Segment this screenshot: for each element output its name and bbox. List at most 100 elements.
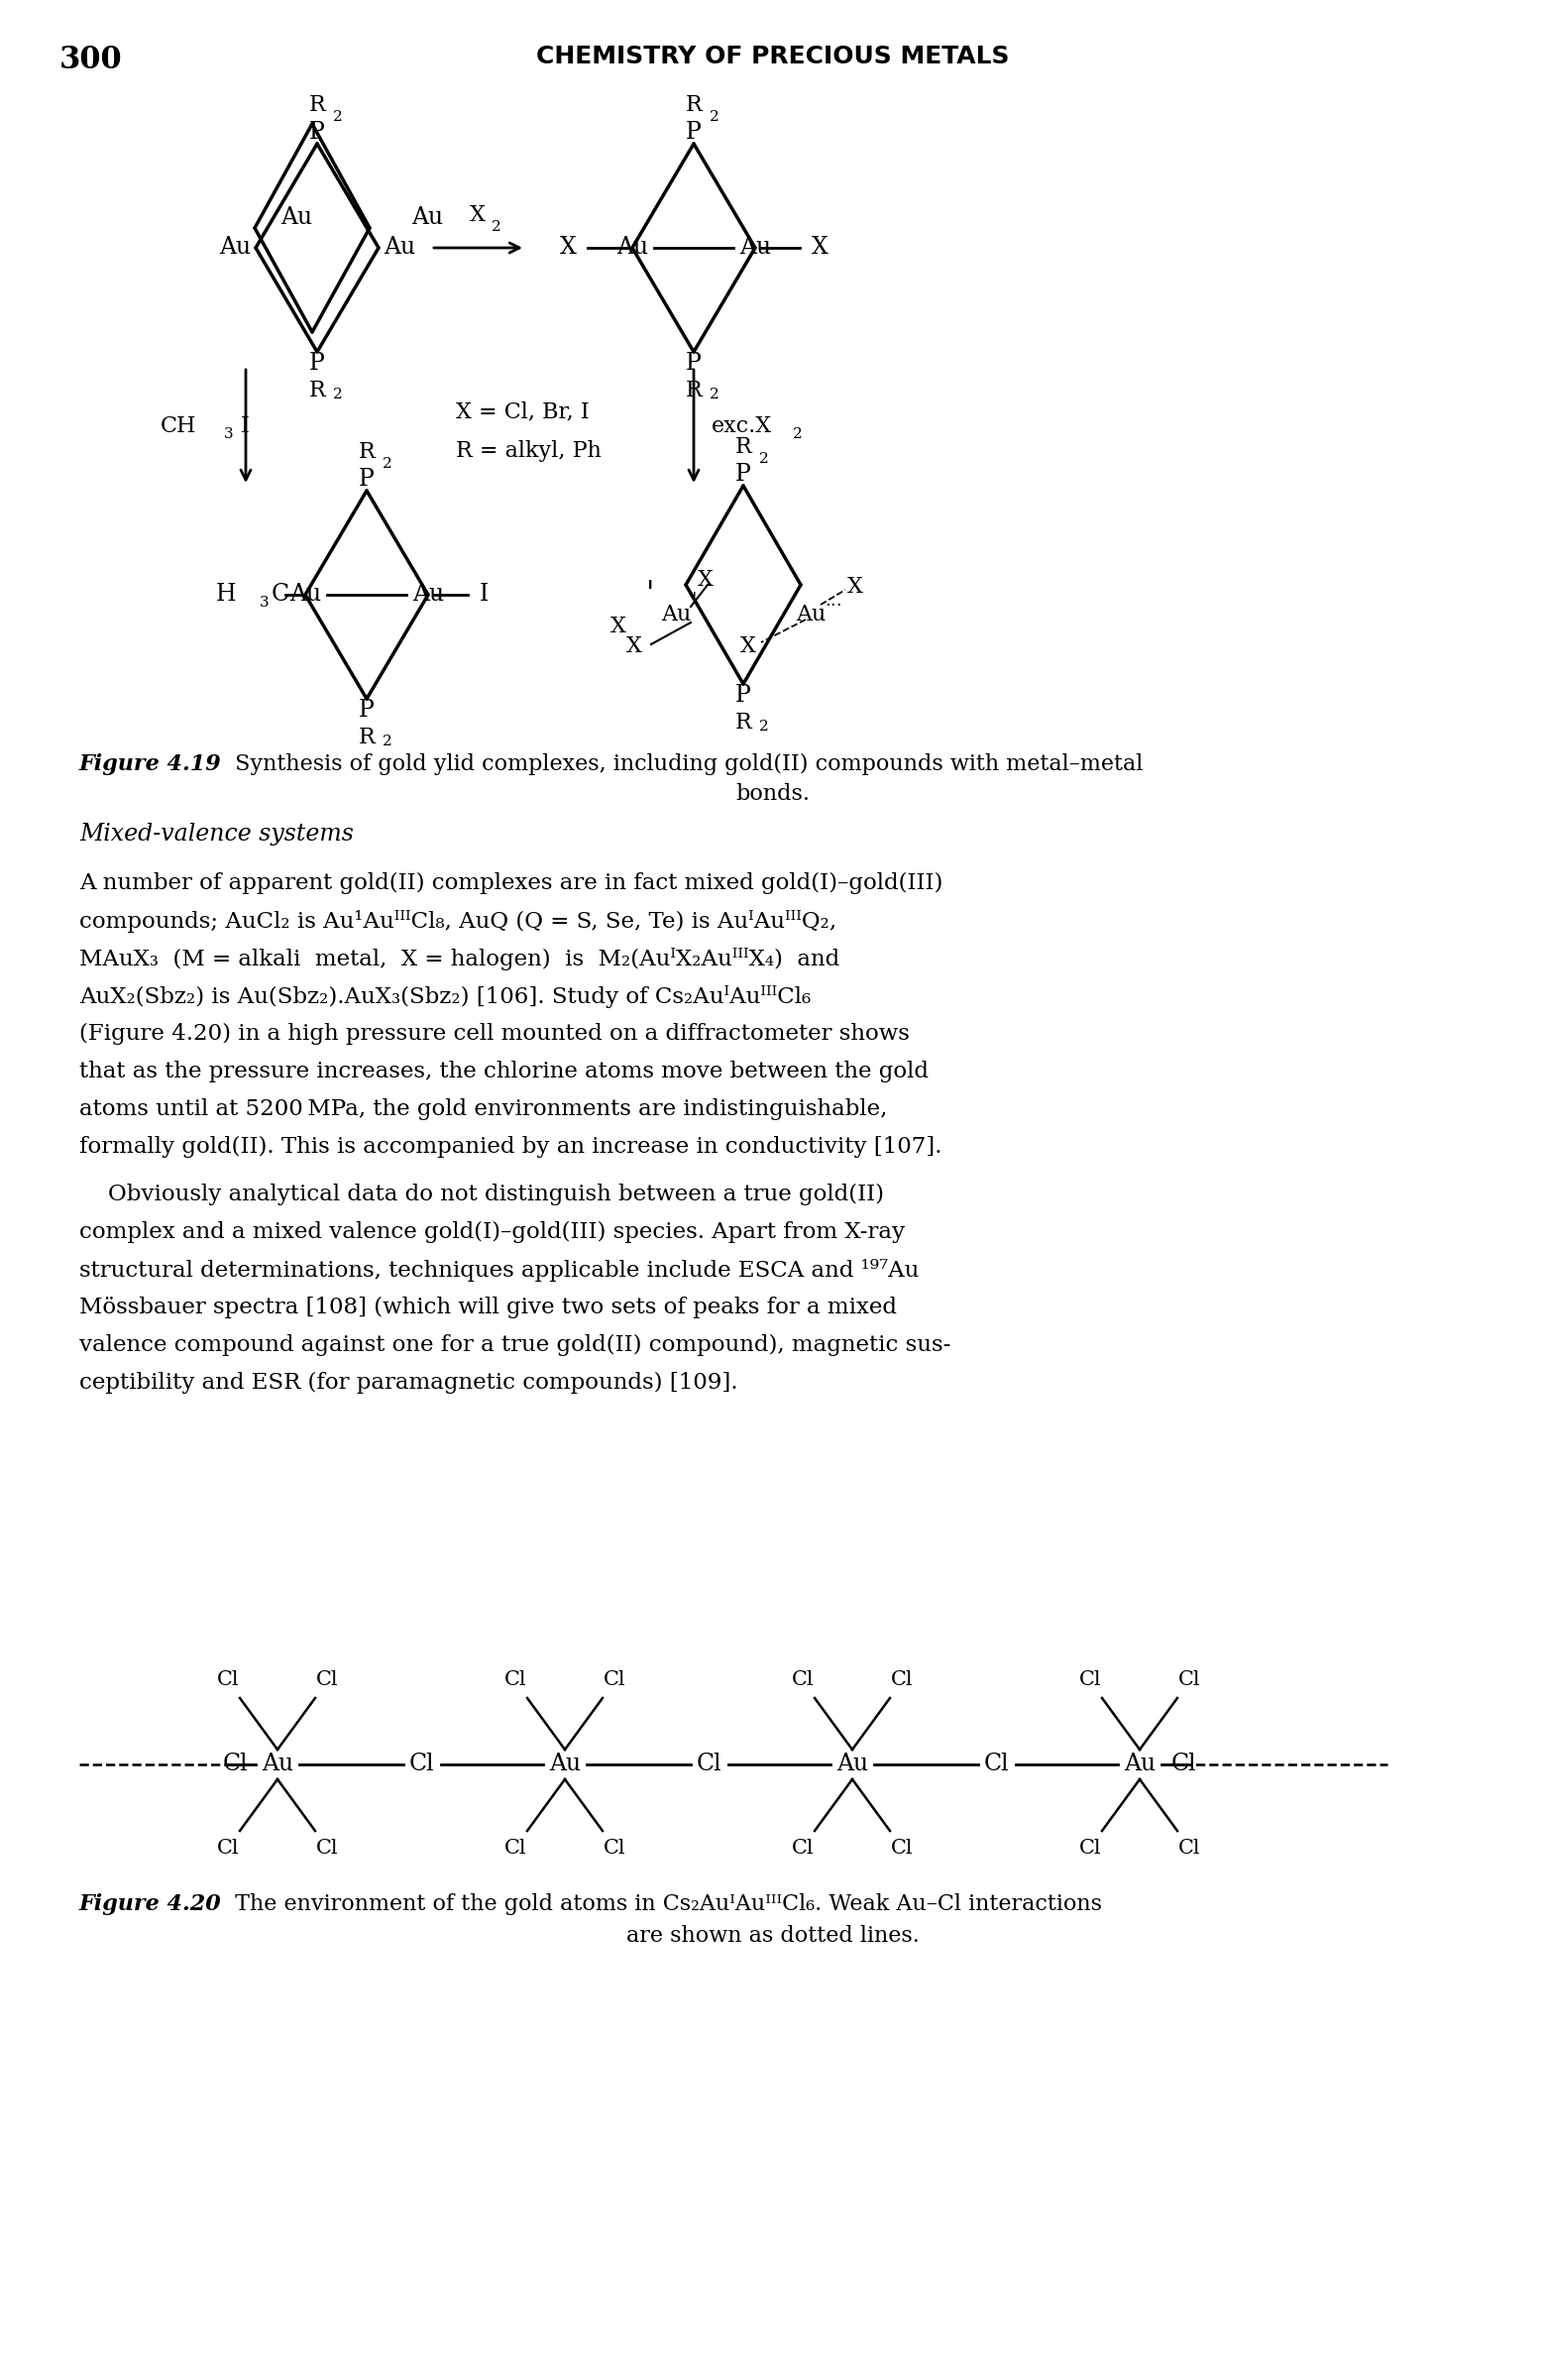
Text: Cl: Cl — [891, 1840, 913, 1859]
Text: Cl: Cl — [223, 1754, 248, 1775]
Text: Mixed-valence systems: Mixed-valence systems — [79, 823, 354, 845]
Text: Obviously analytical data do not distinguish between a true gold(II): Obviously analytical data do not disting… — [79, 1183, 883, 1204]
Text: atoms until at 5200 MPa, the gold environments are indistinguishable,: atoms until at 5200 MPa, the gold enviro… — [79, 1097, 888, 1121]
Text: Cl: Cl — [696, 1754, 721, 1775]
Text: 3: 3 — [260, 595, 269, 609]
Text: Figure 4.19: Figure 4.19 — [79, 754, 221, 776]
Text: Cl: Cl — [316, 1671, 339, 1690]
Text: 2: 2 — [382, 457, 393, 471]
Text: CHEMISTRY OF PRECIOUS METALS: CHEMISTRY OF PRECIOUS METALS — [537, 45, 1010, 69]
Text: exc.X: exc.X — [712, 416, 772, 438]
Text: X: X — [470, 205, 486, 226]
Text: Synthesis of gold ylid complexes, including gold(II) compounds with metal–metal: Synthesis of gold ylid complexes, includ… — [227, 754, 1143, 776]
Text: ": " — [688, 593, 696, 609]
Text: ...: ... — [825, 593, 842, 609]
Text: 2: 2 — [333, 388, 342, 402]
Text: Au: Au — [384, 236, 415, 259]
Text: R: R — [735, 712, 752, 733]
Text: Au: Au — [412, 207, 442, 228]
Text: Cl: Cl — [603, 1671, 625, 1690]
Text: Cl: Cl — [217, 1671, 240, 1690]
Text: CH: CH — [159, 416, 196, 438]
Text: Cl: Cl — [217, 1840, 240, 1859]
Text: R: R — [309, 381, 325, 402]
Text: AuX₂(Sbz₂) is Au(Sbz₂).AuX₃(Sbz₂) [106]. Study of Cs₂AuᴵAuᴵᴵᴵCl₆: AuX₂(Sbz₂) is Au(Sbz₂).AuX₃(Sbz₂) [106].… — [79, 985, 811, 1009]
Text: Cl: Cl — [1171, 1754, 1197, 1775]
Text: bonds.: bonds. — [736, 783, 811, 804]
Text: Cl: Cl — [1078, 1840, 1101, 1859]
Text: Au: Au — [739, 236, 770, 259]
Text: (Figure 4.20) in a high pressure cell mounted on a diffractometer shows: (Figure 4.20) in a high pressure cell mo… — [79, 1023, 910, 1045]
Text: Au: Au — [549, 1754, 580, 1775]
Text: P: P — [359, 469, 374, 490]
Text: Cl: Cl — [984, 1754, 1009, 1775]
Text: P: P — [685, 352, 702, 374]
Text: P: P — [685, 121, 702, 143]
Text: A number of apparent gold(II) complexes are in fact mixed gold(I)–gold(III): A number of apparent gold(II) complexes … — [79, 873, 942, 895]
Text: H: H — [215, 583, 235, 607]
Text: I: I — [480, 583, 489, 607]
Text: R: R — [359, 440, 374, 464]
Text: Au: Au — [261, 1754, 294, 1775]
Text: Cl: Cl — [504, 1840, 526, 1859]
Text: ceptibility and ESR (for paramagnetic compounds) [109].: ceptibility and ESR (for paramagnetic co… — [79, 1371, 738, 1395]
Text: 2: 2 — [492, 219, 501, 233]
Text: 2: 2 — [333, 109, 342, 124]
Text: Au: Au — [1123, 1754, 1156, 1775]
Text: complex and a mixed valence gold(I)–gold(III) species. Apart from X-ray: complex and a mixed valence gold(I)–gold… — [79, 1221, 905, 1242]
Text: 2: 2 — [382, 735, 393, 747]
Text: formally gold(II). This is accompanied by an increase in conductivity [107].: formally gold(II). This is accompanied b… — [79, 1135, 942, 1159]
Text: valence compound against one for a true gold(II) compound), magnetic sus-: valence compound against one for a true … — [79, 1335, 951, 1357]
Text: Cl: Cl — [891, 1671, 913, 1690]
Text: C: C — [272, 583, 289, 607]
Text: X = Cl, Br, I: X = Cl, Br, I — [456, 400, 589, 421]
Text: R: R — [685, 381, 702, 402]
Text: X: X — [811, 236, 828, 259]
Text: Au: Au — [837, 1754, 868, 1775]
Text: Mössbauer spectra [108] (which will give two sets of peaks for a mixed: Mössbauer spectra [108] (which will give… — [79, 1297, 897, 1319]
Text: Figure 4.20: Figure 4.20 — [79, 1894, 221, 1916]
Text: Cl: Cl — [504, 1671, 526, 1690]
Text: Cl: Cl — [1177, 1840, 1200, 1859]
Text: X: X — [611, 616, 627, 638]
Text: 2: 2 — [792, 428, 803, 440]
Text: Cl: Cl — [1177, 1671, 1200, 1690]
Text: are shown as dotted lines.: are shown as dotted lines. — [627, 1925, 919, 1947]
Text: P: P — [735, 464, 752, 486]
Text: MAuX₃  (M = alkali  metal,  X = halogen)  is  M₂(AuᴵX₂AuᴵᴵᴵX₄)  and: MAuX₃ (M = alkali metal, X = halogen) is… — [79, 947, 840, 971]
Text: 2: 2 — [710, 388, 719, 402]
Text: Au: Au — [661, 605, 692, 626]
Text: R: R — [685, 95, 702, 117]
Text: Cl: Cl — [792, 1840, 814, 1859]
Text: Au: Au — [280, 207, 312, 228]
Text: Cl: Cl — [603, 1840, 625, 1859]
Text: 300: 300 — [59, 45, 122, 76]
Text: X: X — [627, 635, 642, 657]
Text: I: I — [241, 416, 249, 438]
Text: X: X — [698, 569, 713, 590]
Text: 3: 3 — [224, 428, 234, 440]
Text: structural determinations, techniques applicable include ESCA and ¹⁹⁷Au: structural determinations, techniques ap… — [79, 1259, 919, 1283]
Text: Au: Au — [412, 583, 444, 607]
Text: Cl: Cl — [792, 1671, 814, 1690]
Text: Au: Au — [289, 583, 322, 607]
Text: X: X — [848, 576, 863, 597]
Text: The environment of the gold atoms in Cs₂AuᴵAuᴵᴵᴵCl₆. Weak Au–Cl interactions: The environment of the gold atoms in Cs₂… — [227, 1894, 1101, 1916]
Text: X: X — [560, 236, 575, 259]
Text: R: R — [309, 95, 325, 117]
Text: P: P — [309, 352, 325, 374]
Text: 2: 2 — [760, 452, 769, 466]
Text: ': ' — [647, 578, 654, 609]
Text: Au: Au — [616, 236, 648, 259]
Text: R: R — [735, 436, 752, 457]
Text: that as the pressure increases, the chlorine atoms move between the gold: that as the pressure increases, the chlo… — [79, 1061, 928, 1083]
Text: P: P — [735, 683, 752, 707]
Text: compounds; AuCl₂ is Au¹AuᴵᴵᴵCl₈, AuQ (Q = S, Se, Te) is AuᴵAuᴵᴵᴵQ₂,: compounds; AuCl₂ is Au¹AuᴵᴵᴵCl₈, AuQ (Q … — [79, 909, 837, 933]
Text: Cl: Cl — [408, 1754, 433, 1775]
Text: R = alkyl, Ph: R = alkyl, Ph — [456, 440, 602, 462]
Text: R: R — [359, 726, 374, 747]
Text: P: P — [309, 121, 325, 143]
Text: X: X — [741, 635, 756, 657]
Text: Cl: Cl — [1078, 1671, 1101, 1690]
Text: Au: Au — [218, 236, 251, 259]
